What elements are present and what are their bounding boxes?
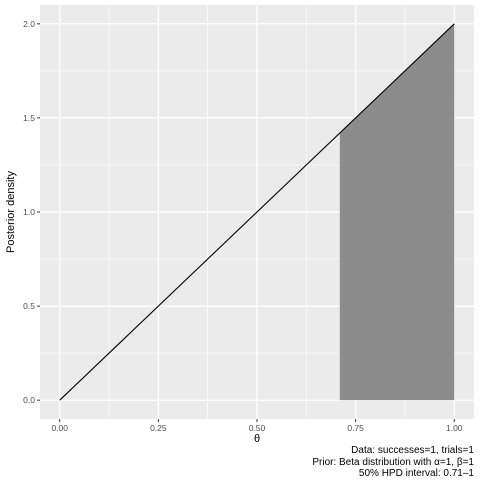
caption-data-line: Data: successes=1, trials=1 [351,445,474,456]
posterior-density-line [59,23,455,401]
x-tick-label: 0.75 [347,423,364,433]
y-tick-label: 1.5 [23,113,35,123]
y-axis-title: Posterior density [5,171,17,253]
y-tick-label: 0.0 [23,395,35,405]
x-tick-label: 0.50 [249,423,266,433]
y-tick-label: 2.0 [23,19,35,29]
y-tick-label: 0.5 [23,301,35,311]
x-axis-ticks: 0.00 0.25 0.50 0.75 1.00 [51,419,463,433]
y-tick-label: 1.0 [23,207,35,217]
caption: Data: successes=1, trials=1 Prior: Beta … [312,445,474,480]
caption-interval-line: 50% HPD interval: 0.71–1 [358,468,474,479]
caption-prior-line: Prior: Beta distribution with α=1, β=1 [312,456,474,468]
x-axis-title: θ [254,433,260,445]
x-tick-label: 0.25 [150,423,167,433]
x-tick-label: 0.00 [51,423,68,433]
x-tick-label: 1.00 [446,423,463,433]
hpd-shaded-area [339,23,455,401]
y-axis-ticks: 0.0 0.5 1.0 1.5 2.0 [23,19,40,405]
